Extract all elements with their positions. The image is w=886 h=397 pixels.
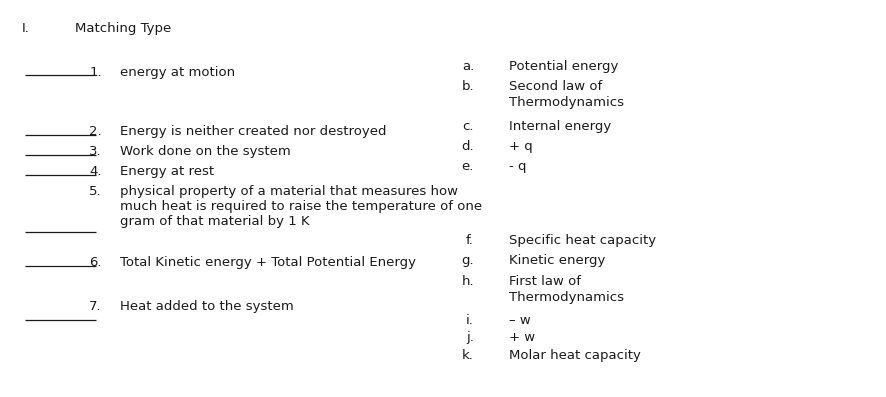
Text: + q: + q: [509, 140, 533, 153]
Text: Potential energy: Potential energy: [509, 60, 618, 73]
Text: k.: k.: [462, 349, 474, 362]
Text: 3.: 3.: [89, 145, 102, 158]
Text: - q: - q: [509, 160, 527, 173]
Text: Energy is neither created nor destroyed: Energy is neither created nor destroyed: [120, 125, 386, 138]
Text: – w: – w: [509, 314, 532, 328]
Text: e.: e.: [462, 160, 474, 173]
Text: 4.: 4.: [89, 165, 102, 178]
Text: Thermodynamics: Thermodynamics: [509, 291, 625, 304]
Text: d.: d.: [462, 140, 474, 153]
Text: Matching Type: Matching Type: [75, 22, 172, 35]
Text: Total Kinetic energy + Total Potential Energy: Total Kinetic energy + Total Potential E…: [120, 256, 416, 269]
Text: h.: h.: [462, 275, 474, 288]
Text: Molar heat capacity: Molar heat capacity: [509, 349, 641, 362]
Text: g.: g.: [462, 254, 474, 267]
Text: b.: b.: [462, 80, 474, 93]
Text: f.: f.: [466, 234, 474, 247]
Text: 1.: 1.: [89, 66, 102, 79]
Text: j.: j.: [466, 331, 474, 345]
Text: 7.: 7.: [89, 300, 102, 313]
Text: Energy at rest: Energy at rest: [120, 165, 214, 178]
Text: I.: I.: [22, 22, 30, 35]
Text: Specific heat capacity: Specific heat capacity: [509, 234, 657, 247]
Text: energy at motion: energy at motion: [120, 66, 235, 79]
Text: 5.: 5.: [89, 185, 102, 198]
Text: a.: a.: [462, 60, 474, 73]
Text: + w: + w: [509, 331, 535, 345]
Text: First law of: First law of: [509, 275, 581, 288]
Text: c.: c.: [462, 120, 474, 133]
Text: Second law of: Second law of: [509, 80, 602, 93]
Text: 6.: 6.: [89, 256, 102, 269]
Text: physical property of a material that measures how
much heat is required to raise: physical property of a material that mea…: [120, 185, 482, 227]
Text: i.: i.: [466, 314, 474, 328]
Text: Work done on the system: Work done on the system: [120, 145, 291, 158]
Text: Internal energy: Internal energy: [509, 120, 611, 133]
Text: Kinetic energy: Kinetic energy: [509, 254, 606, 267]
Text: 2.: 2.: [89, 125, 102, 138]
Text: Thermodynamics: Thermodynamics: [509, 96, 625, 109]
Text: Heat added to the system: Heat added to the system: [120, 300, 293, 313]
